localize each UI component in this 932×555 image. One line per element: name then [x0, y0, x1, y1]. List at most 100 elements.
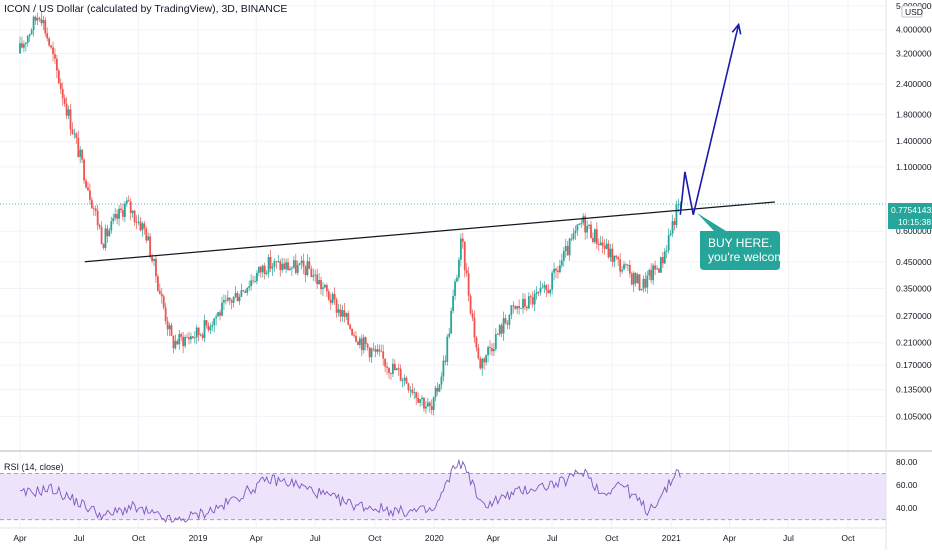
- candle-body: [337, 309, 340, 313]
- candle-body: [89, 190, 91, 200]
- candle-body: [122, 210, 124, 217]
- candle-body: [613, 255, 616, 262]
- candle-body: [242, 290, 245, 292]
- rsi-band: [0, 473, 886, 520]
- candle-body: [300, 260, 303, 264]
- candle-body: [384, 358, 387, 367]
- candle-body: [46, 33, 49, 39]
- candle-body: [54, 54, 56, 59]
- candle-body: [642, 278, 645, 289]
- candle-body: [261, 265, 264, 273]
- candle-body: [531, 297, 534, 305]
- candle-body: [646, 275, 649, 288]
- candle-body: [127, 200, 130, 202]
- candle-body: [368, 347, 371, 358]
- candle-body: [508, 314, 511, 325]
- candle-body: [405, 377, 408, 384]
- candle-body: [675, 204, 678, 225]
- candle-body: [329, 299, 332, 303]
- candle-body: [572, 233, 575, 240]
- candle-body: [339, 309, 342, 317]
- candle-body: [376, 349, 379, 352]
- price-tick-label: 0.60000000: [896, 226, 932, 236]
- candle-body: [199, 334, 202, 336]
- candle-body: [67, 109, 70, 116]
- last-price-badge: 0.77541432 10:15:38: [888, 203, 932, 229]
- rsi-pane: RSI (14, close): [0, 458, 886, 524]
- candle-body: [650, 269, 653, 281]
- candle-body: [407, 383, 410, 391]
- rsi-axis[interactable]: 80.00 60.00 40.00: [896, 457, 918, 513]
- candle-body: [137, 221, 140, 223]
- candle-body: [279, 261, 282, 271]
- candle-body: [116, 214, 119, 219]
- candle-body: [549, 289, 552, 294]
- candle-body: [254, 281, 256, 282]
- candle-body: [436, 387, 439, 392]
- candle-body: [626, 264, 629, 266]
- candle-body: [500, 325, 503, 334]
- candle-body: [417, 397, 420, 403]
- candle-body: [442, 360, 445, 377]
- candle-body: [632, 272, 635, 285]
- candle-body: [634, 272, 637, 284]
- candle-body: [100, 227, 103, 245]
- candlesticks: [19, 11, 682, 416]
- candle-body: [423, 397, 425, 409]
- candle-body: [81, 149, 84, 160]
- time-axis[interactable]: Apr Jul Oct 2019 Apr Jul Oct 2020 Apr Jul Oct 2021 A…: [13, 533, 855, 543]
- candle-body: [40, 18, 43, 24]
- candle-body: [491, 348, 493, 352]
- candle-body: [38, 17, 41, 19]
- candle-body: [597, 244, 600, 246]
- candle-body: [263, 265, 266, 275]
- candle-body: [341, 310, 344, 317]
- candle-body: [630, 273, 633, 285]
- candle-body: [213, 318, 216, 326]
- candle-body: [21, 43, 23, 48]
- candle-body: [525, 306, 528, 309]
- candle-body: [73, 133, 76, 135]
- candle-body: [275, 261, 278, 262]
- candle-body: [458, 259, 460, 278]
- candle-body: [654, 265, 656, 270]
- price-axis[interactable]: 5.000000004.000000003.200000002.40000000…: [896, 1, 932, 421]
- projection-arrow[interactable]: [679, 22, 742, 215]
- candle-body: [644, 278, 647, 288]
- candle-body: [69, 109, 72, 130]
- candle-body: [90, 199, 93, 209]
- candle-body: [592, 238, 594, 243]
- price-tick-label: 0.45000000: [896, 257, 932, 267]
- candle-body: [438, 384, 441, 392]
- candle-body: [156, 276, 159, 291]
- candle-body: [506, 323, 509, 325]
- projection-arrow-path: [679, 24, 740, 215]
- buy-here-callout[interactable]: BUY HERE. you're welcome: [697, 213, 791, 270]
- candle-body: [114, 214, 117, 219]
- candle-body: [570, 238, 573, 240]
- candle-body: [430, 405, 433, 410]
- candle-body: [419, 399, 421, 403]
- candle-body: [223, 300, 225, 303]
- candle-body: [312, 275, 315, 277]
- candle-body: [580, 223, 583, 225]
- candle-body: [30, 30, 33, 35]
- candle-body: [601, 242, 604, 247]
- candle-body: [269, 257, 272, 269]
- candle-body: [473, 317, 476, 338]
- candle-body: [566, 245, 569, 256]
- candle-body: [170, 325, 173, 336]
- candle-body: [677, 204, 680, 206]
- candle-body: [294, 260, 297, 273]
- candle-body: [123, 203, 126, 217]
- trendline[interactable]: [84, 201, 775, 263]
- price-tick-label: 2.40000000: [896, 79, 932, 89]
- candle-body: [118, 208, 120, 219]
- candle-body: [174, 340, 177, 349]
- candle-body: [456, 277, 458, 282]
- currency-badge[interactable]: USD: [901, 5, 923, 18]
- candle-body: [357, 341, 359, 345]
